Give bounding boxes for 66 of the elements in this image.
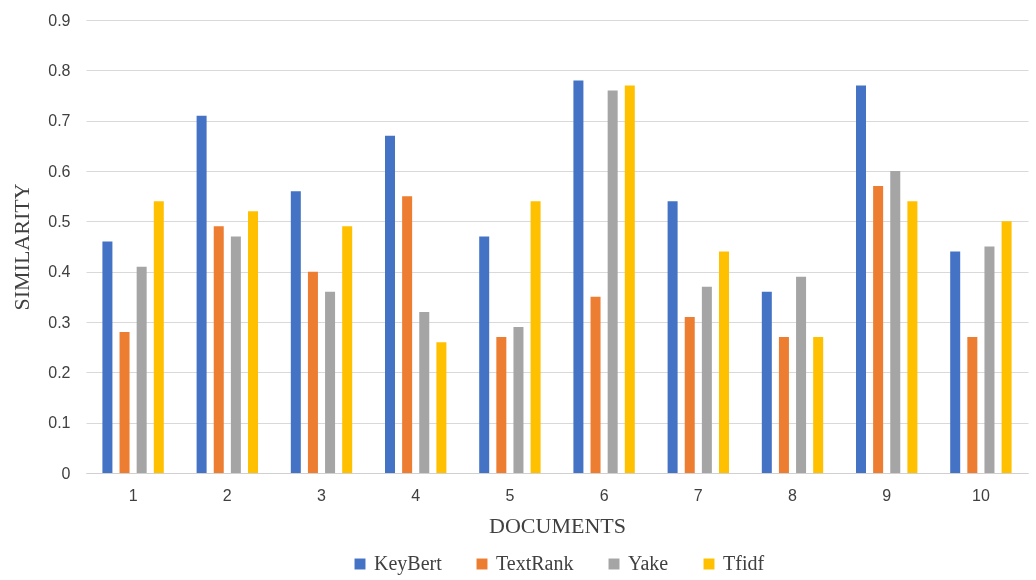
bar [718,251,729,473]
bar [701,286,712,473]
bar [385,135,396,473]
y-axis-title: SIMILARITY [9,183,35,311]
bar [325,291,336,473]
legend-label: KeyBert [374,552,443,575]
bar [890,171,901,473]
x-tick-label: 8 [788,486,798,504]
bar [873,186,884,473]
bar [213,226,224,473]
bar [530,201,541,473]
y-tick-label: 0 [61,464,71,482]
bar [102,241,113,473]
bar [684,316,695,473]
bar [778,337,789,473]
bar [761,291,772,473]
bar [796,276,807,473]
bar [196,115,207,473]
bar [856,85,867,473]
legend-label: Tfidf [723,552,765,574]
y-tick-label: 0.3 [48,313,71,331]
x-tick-label: 7 [693,486,703,504]
y-tick-label: 0.4 [48,263,71,281]
bar [290,191,301,473]
bar [984,246,995,473]
x-tick-label: 6 [599,486,609,504]
x-tick-label: 5 [505,486,515,504]
x-tick-label: 1 [128,486,138,504]
y-tick-label: 0.7 [48,112,71,130]
bar [590,296,601,473]
bar [402,196,413,473]
bar [419,311,430,473]
x-axis-title: DOCUMENTS [489,512,626,538]
bar [513,327,524,473]
bar [247,211,258,473]
y-tick-label: 0.9 [48,11,71,29]
y-tick-label: 0.6 [48,162,71,180]
x-tick-label: 10 [972,486,990,504]
y-tick-label: 0.2 [48,363,71,381]
bar [479,236,490,473]
bar [496,337,507,473]
bar [573,80,584,473]
bar [667,201,678,473]
bar [230,236,241,473]
bar [307,271,318,473]
y-tick-label: 0.1 [48,414,71,432]
legend-label: TextRank [496,552,574,574]
bar [950,251,961,473]
x-tick-label: 9 [882,486,892,504]
y-tick-label: 0.8 [48,61,71,79]
legend-label: Yake [628,552,669,574]
bar [967,337,978,473]
bar [342,226,353,473]
x-tick-label: 4 [411,486,421,504]
bar [136,266,147,473]
x-tick-label: 3 [317,486,327,504]
bar [607,90,618,473]
bar [907,201,918,473]
bar [1001,221,1012,473]
y-tick-label: 0.5 [48,212,71,230]
x-tick-label: 2 [222,486,232,504]
bar [813,337,824,473]
bar [436,342,447,473]
bar [624,85,635,473]
bar [153,201,164,473]
bar [119,332,130,473]
